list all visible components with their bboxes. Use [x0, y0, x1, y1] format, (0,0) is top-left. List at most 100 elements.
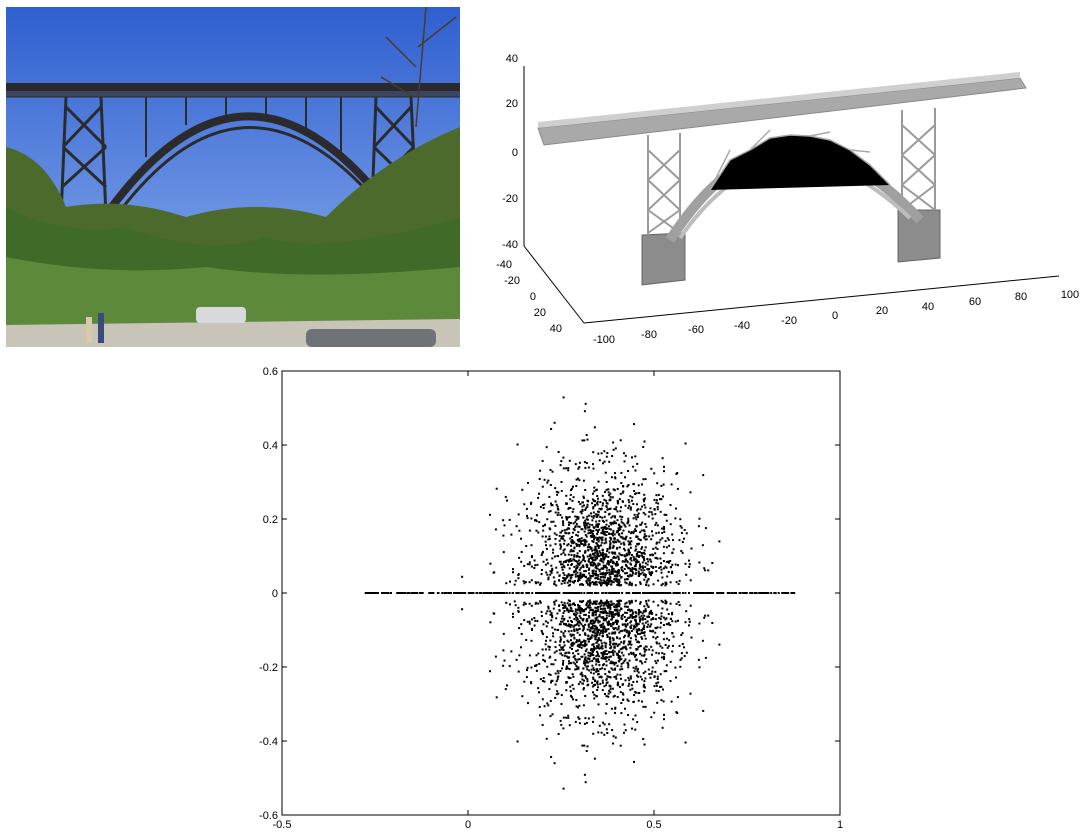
scatter-point [565, 665, 568, 668]
scatter-point [641, 554, 643, 557]
scatter-point [639, 601, 642, 604]
scatter-point [601, 689, 604, 692]
scatter-point [622, 485, 625, 488]
scatter-point [718, 592, 721, 594]
z-tick-label: -20 [502, 193, 518, 205]
scatter-point [585, 648, 588, 651]
scatter-point [636, 503, 638, 506]
scatter-point [657, 604, 660, 607]
scatter-point [536, 563, 539, 566]
scatter-point [614, 667, 617, 670]
scatter-point [605, 455, 608, 458]
scatter-point [607, 692, 610, 695]
scatter-point [681, 541, 684, 543]
scatter-point [698, 517, 701, 520]
scatter-point [601, 551, 604, 554]
scatter-point [537, 592, 539, 594]
scatter-point [523, 601, 526, 604]
scatter-point [596, 556, 599, 559]
scatter-point [581, 610, 584, 613]
scatter-point [589, 561, 592, 564]
scatter-point [565, 716, 568, 719]
scatter-point [607, 583, 610, 585]
scatter-point [605, 678, 608, 681]
scatter-point [657, 652, 660, 655]
scatter-point [569, 609, 572, 612]
scatter-point [636, 560, 639, 563]
scatter-point [585, 602, 588, 605]
scatter-point [649, 676, 652, 679]
scatter-point [606, 636, 609, 638]
scatter-point [667, 571, 670, 573]
scatter-point [618, 637, 621, 640]
scatter-point [629, 543, 632, 546]
scatter-point [598, 676, 601, 679]
scatter-point [675, 581, 678, 584]
scatter-point [612, 639, 615, 642]
scatter-point [629, 627, 632, 630]
scatter-point [559, 639, 562, 642]
scatter-point [595, 635, 598, 638]
scatter-point [579, 642, 582, 645]
scatter-point [604, 526, 607, 528]
scatter-point [545, 558, 548, 561]
scatter-point [663, 656, 666, 659]
scatter-point [554, 487, 557, 490]
scatter-point [550, 619, 553, 622]
scatter-point [635, 518, 638, 521]
scatter-point [619, 526, 621, 528]
scatter-point [597, 525, 599, 528]
scatter-point [562, 551, 565, 554]
scatter-point [593, 486, 596, 489]
scatter-point [584, 543, 587, 546]
scatter-point [646, 615, 649, 618]
scatter-point [611, 616, 614, 619]
scatter-point [624, 729, 627, 732]
scatter-point [660, 527, 663, 530]
scatter-point [583, 504, 585, 507]
scatter-point [644, 610, 647, 612]
scatter-point [611, 592, 614, 594]
scatter-point [648, 648, 651, 651]
scatter-point [586, 668, 589, 671]
scatter-point [615, 579, 617, 582]
scatter-point [582, 501, 584, 504]
scatter-point [661, 646, 664, 649]
scatter-point [640, 660, 643, 663]
x-axis-tick-label: -0.5 [273, 819, 292, 831]
scatter-point [617, 660, 620, 663]
scatter-point [774, 592, 777, 594]
scatter-point [580, 601, 583, 603]
scatter-point [609, 647, 612, 650]
scatter-point [582, 496, 585, 499]
scatter-point [479, 592, 482, 594]
scatter-point [669, 602, 672, 605]
scatter-point [599, 647, 602, 650]
scatter-point [546, 562, 549, 565]
scatter-point [594, 617, 597, 620]
scatter-point [665, 583, 668, 585]
scatter-point [520, 560, 523, 563]
scatter-point [570, 564, 573, 566]
scatter-point [614, 631, 617, 634]
scatter-point [598, 633, 601, 636]
scatter-point [528, 602, 531, 605]
scatter-point [549, 673, 552, 676]
scatter-point [492, 571, 495, 574]
scatter-point [651, 670, 654, 673]
scatter-point [599, 682, 602, 685]
scatter-point [600, 526, 603, 529]
scatter-point [530, 544, 533, 547]
scatter-point [704, 569, 707, 572]
scatter-point [645, 583, 648, 586]
scatter-point [563, 577, 566, 580]
scatter-point [575, 554, 578, 557]
scatter-point [589, 577, 592, 580]
scatter-point [656, 701, 659, 704]
scatter-point [605, 519, 608, 522]
scatter-point [578, 628, 581, 630]
scatter-point [461, 575, 464, 578]
scatter-point [595, 645, 598, 648]
scatter-point [582, 628, 585, 631]
scatter-point [584, 507, 587, 510]
